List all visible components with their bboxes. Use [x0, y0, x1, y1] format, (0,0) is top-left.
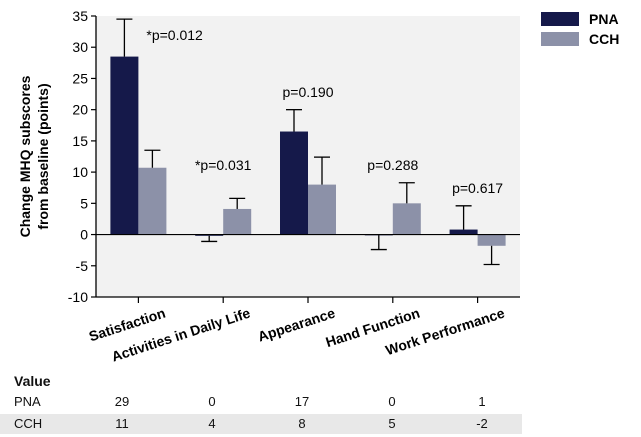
y-tick-label: 15: [72, 133, 88, 149]
table-cell: 5: [388, 416, 396, 431]
p-value-annotation: *p=0.012: [146, 27, 203, 43]
x-tick-label: Activities in Daily Life: [110, 305, 253, 365]
table-row-pna: PNA 29 0 17 0 1: [0, 392, 522, 412]
bar-pna: [280, 131, 308, 235]
y-tick-label: 35: [72, 8, 88, 24]
bar-chart: -10 -5 0 5 10 15 20 25 30 35 Change MHQ subscores f…: [17, 8, 619, 365]
y-tick-label: 10: [72, 164, 88, 180]
legend-swatch-cch: [541, 32, 579, 46]
p-value-annotation: p=0.617: [452, 180, 503, 196]
table-cell: 0: [388, 394, 396, 409]
bar-cch: [477, 234, 506, 246]
y-tick-label: -10: [68, 289, 88, 305]
table-cell: 0: [208, 394, 216, 409]
legend-swatch-pna: [541, 12, 579, 26]
bar-pna: [110, 56, 139, 235]
bar-cch: [138, 167, 167, 235]
y-tick-label: 20: [72, 102, 88, 118]
legend-label: PNA: [589, 11, 619, 27]
p-value-annotation: p=0.288: [367, 157, 418, 173]
bar-cch: [392, 203, 421, 235]
bar-pna: [449, 229, 478, 235]
table-cell: 4: [208, 416, 216, 431]
table-cell: 29: [114, 394, 130, 409]
row-label: PNA: [14, 394, 41, 409]
bar-cch: [223, 208, 252, 235]
p-value-annotation: *p=0.031: [195, 157, 252, 173]
y-tick-label: 5: [80, 195, 88, 211]
table-cell: -2: [476, 416, 488, 431]
y-axis-label: Change MHQ subscores from baseline (point…: [17, 75, 51, 237]
table-cell: 17: [294, 394, 310, 409]
bar-cch: [308, 184, 336, 235]
table-cell: 11: [115, 416, 129, 431]
table-cell: 8: [298, 416, 306, 431]
p-value-annotation: p=0.190: [283, 84, 334, 100]
table-row-cch: CCH 11 4 8 5 -2: [0, 414, 522, 434]
legend-label: CCH: [589, 31, 619, 47]
table-header: Value: [14, 373, 51, 389]
table-cell: 1: [478, 394, 486, 409]
y-tick-label: 25: [72, 70, 88, 86]
y-tick-label: 30: [72, 39, 88, 55]
y-tick-label: -5: [76, 258, 89, 274]
bar-pna: [195, 234, 224, 236]
row-label: CCH: [14, 416, 43, 431]
y-tick-label: 0: [80, 227, 88, 243]
